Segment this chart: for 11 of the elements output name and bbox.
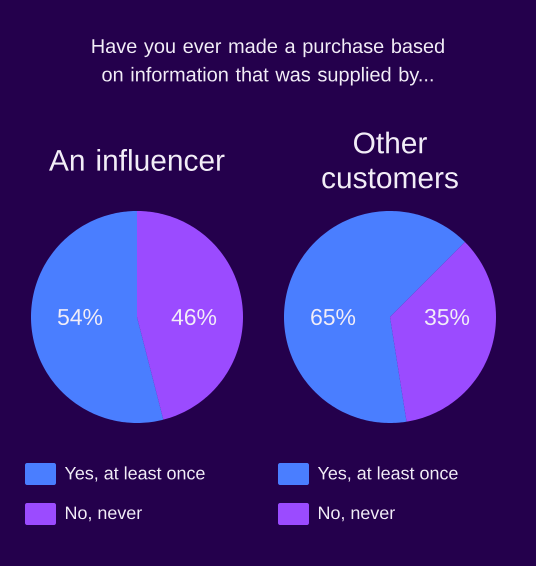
chart-title: Other customers (322, 132, 458, 188)
legend-label: Yes, at least once (318, 466, 458, 482)
legend-label: Yes, at least once (64, 466, 205, 482)
chart-title: An influencer (49, 149, 225, 171)
legend-label: No, never (66, 506, 142, 522)
data-label: 46% (172, 308, 216, 326)
text: Have you ever made a purchase based on information that was supplied by... (92, 38, 444, 86)
legend-label: No, never (318, 506, 395, 522)
data-label: 65% (311, 308, 356, 326)
data-label: 54% (58, 308, 102, 326)
data-label: 35% (424, 308, 470, 326)
